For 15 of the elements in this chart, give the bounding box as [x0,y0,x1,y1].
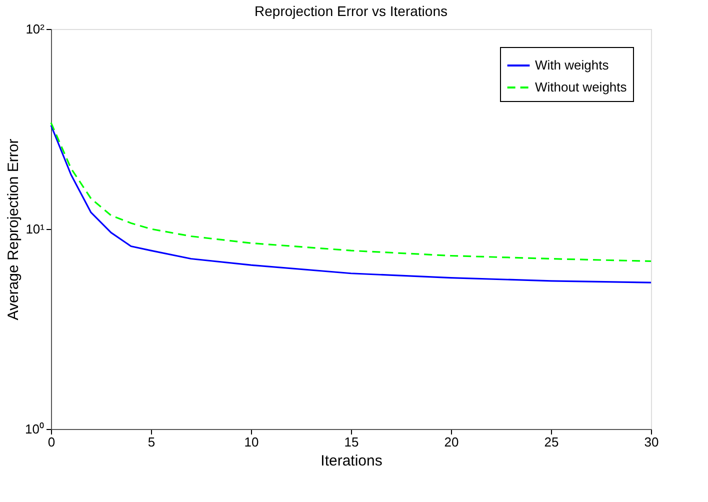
y-tick-label: 10¹ [26,222,46,236]
y-tick-label: 10² [26,22,46,36]
x-tick-label: 20 [444,434,459,450]
chart-title: Reprojection Error vs Iterations [254,3,448,19]
legend-label: With weights [535,58,610,72]
x-tick-label: 10 [244,434,259,450]
legend-label: Without weights [535,80,628,94]
x-tick-label: 30 [644,434,659,450]
y-tick-label: 10⁰ [25,422,44,436]
y-axis-title: Average Reprojection Error [5,138,22,320]
x-tick-label: 15 [344,434,359,450]
x-tick-label: 25 [544,434,559,450]
x-tick-label: 5 [148,434,156,450]
x-axis-title: Iterations [320,452,382,470]
x-tick-label: 0 [48,434,56,450]
